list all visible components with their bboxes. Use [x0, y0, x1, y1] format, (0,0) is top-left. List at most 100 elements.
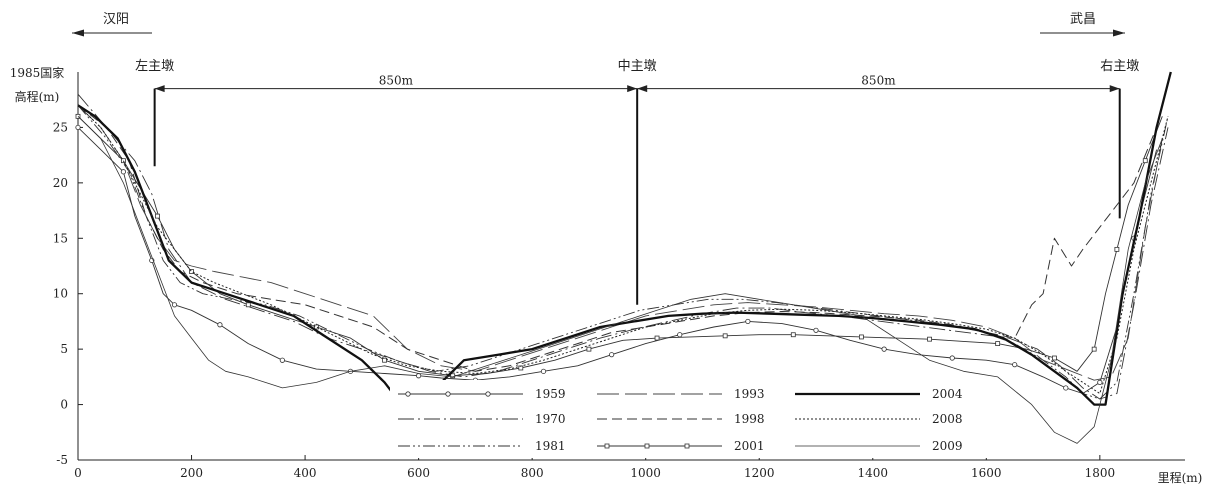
legend-label: 1993	[734, 387, 765, 401]
series-1981	[77, 105, 1169, 400]
series-line-1981	[77, 105, 1169, 400]
legend-label: 1998	[734, 412, 765, 426]
x-tick-label: 600	[407, 466, 430, 480]
pier-label: 左主墩	[135, 59, 174, 74]
span-dimension-label: 850m	[861, 74, 896, 88]
legend-marker	[644, 443, 650, 449]
pier-label: 中主墩	[618, 59, 657, 74]
data-point	[279, 357, 285, 363]
span-dimension-label: 850m	[379, 74, 414, 88]
x-tick-label: 400	[294, 466, 317, 480]
data-point	[450, 373, 456, 379]
legend-label: 2008	[932, 412, 963, 426]
legend-marker	[684, 443, 690, 449]
legend-marker	[604, 443, 610, 449]
legend-item-1993: 1993	[597, 387, 765, 401]
series-2009	[77, 116, 1163, 444]
y-axis-title: 1985国家 高程(m)	[10, 65, 65, 104]
y-tick-label: 25	[53, 120, 68, 134]
legend-label: 1959	[535, 387, 566, 401]
arrow-left-icon	[72, 29, 84, 37]
y-tick-label: 20	[53, 176, 68, 190]
span-arrow-right-icon	[1109, 85, 1120, 93]
data-point	[314, 324, 319, 330]
y-tick-label: 5	[60, 342, 68, 356]
data-point	[881, 346, 887, 352]
data-point	[121, 158, 126, 164]
series-2004	[77, 71, 1172, 406]
legend-item-1970: 1970	[398, 412, 566, 426]
x-tick-label: 1800	[1085, 466, 1116, 480]
series-line-2009	[77, 116, 1163, 444]
legend-item-1998: 1998	[597, 412, 765, 426]
direction-arrows: 汉阳 武昌	[72, 12, 1125, 37]
series-line-1959	[77, 127, 1158, 394]
x-tick-label: 1400	[857, 466, 888, 480]
direction-label-left: 汉阳	[103, 12, 129, 27]
legend-item-2001: 2001	[597, 439, 765, 453]
legend-label: 1981	[535, 439, 566, 453]
span-arrow-left-icon	[154, 85, 165, 93]
series-2008	[77, 104, 1169, 394]
series-1998	[77, 104, 1158, 372]
data-point	[1052, 355, 1057, 361]
span-arrow-left-icon	[637, 85, 648, 93]
data-point	[1097, 379, 1103, 385]
series-layer	[75, 71, 1172, 444]
x-tick-label: 0	[74, 466, 82, 480]
x-tick-label: 1600	[971, 466, 1002, 480]
data-point	[189, 269, 194, 274]
legend-item-1981: 1981	[398, 439, 566, 453]
data-point	[586, 346, 592, 352]
x-tick-label: 200	[180, 466, 203, 480]
data-point	[927, 336, 932, 342]
legend-marker	[405, 391, 411, 397]
series-line-1993	[77, 104, 1163, 381]
pier-annotations: 左主墩 中主墩 右主墩 850m 850m	[135, 59, 1139, 305]
data-point	[1012, 362, 1018, 368]
data-point	[1142, 158, 1148, 164]
data-point	[995, 341, 1001, 347]
data-point	[120, 169, 127, 175]
data-point	[416, 373, 422, 379]
y-tick-label: 10	[53, 287, 68, 301]
direction-label-right: 武昌	[1070, 12, 1096, 27]
x-tick-label: 1000	[630, 466, 661, 480]
legend: 1959 1970 1981 1993 1998 2001 2004 2008 2009	[390, 380, 990, 458]
span-arrow-right-icon	[627, 85, 638, 93]
legend-item-2008: 2008	[795, 412, 963, 426]
y-tick-label: 15	[53, 231, 68, 245]
data-point	[677, 332, 683, 338]
data-point	[609, 352, 615, 358]
legend-item-2004: 2004	[795, 387, 963, 401]
data-point	[654, 335, 660, 341]
pier-label: 右主墩	[1100, 59, 1139, 74]
data-point	[171, 302, 178, 308]
data-point	[745, 318, 751, 325]
data-point	[75, 124, 81, 131]
series-2001	[75, 113, 1163, 379]
legend-label: 2009	[932, 439, 963, 453]
data-point	[813, 327, 819, 333]
data-point	[1114, 246, 1120, 252]
x-axis-title: 里程(m)	[1158, 470, 1203, 485]
data-point	[1063, 385, 1069, 391]
axes: 0 200 400 600 800 1000 1200 1400 1600 1800 -5 0 5 10 1…	[53, 72, 1185, 480]
series-1993	[77, 104, 1163, 381]
data-point	[245, 302, 251, 308]
data-point	[155, 213, 160, 219]
data-point	[217, 322, 223, 328]
legend-marker	[445, 391, 451, 397]
x-tick-label: 800	[521, 466, 544, 480]
series-line-2008	[77, 104, 1169, 394]
series-line-1998	[77, 104, 1158, 372]
data-point	[722, 333, 728, 339]
legend-item-1959: 1959	[398, 387, 566, 401]
series-line-1970	[77, 93, 1169, 400]
data-point	[859, 334, 864, 340]
legend-label: 2001	[734, 439, 765, 453]
series-1970	[77, 93, 1169, 400]
data-point	[540, 368, 547, 374]
y-tick-label: 0	[60, 398, 68, 412]
